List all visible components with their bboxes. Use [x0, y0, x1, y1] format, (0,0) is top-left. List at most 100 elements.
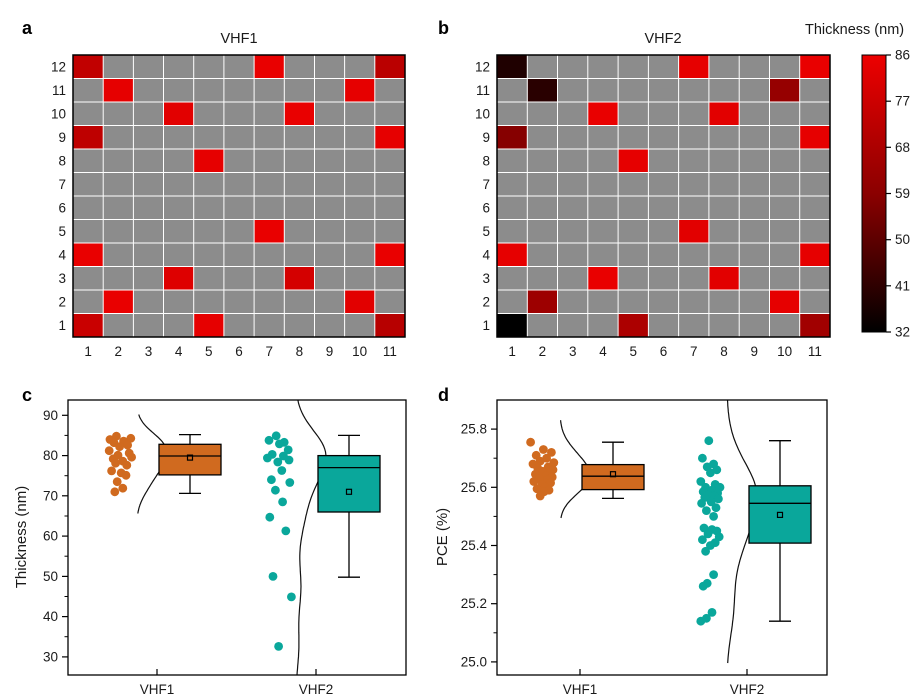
x-tick-label: 5 — [629, 344, 637, 359]
heatmap-cell — [497, 313, 528, 337]
scatter-point — [698, 535, 707, 545]
scatter-point — [696, 616, 706, 626]
heatmap-cell — [497, 55, 528, 79]
heatmap-cell — [799, 243, 830, 267]
scatter-point — [265, 512, 275, 522]
y-tick-label: 80 — [43, 448, 58, 463]
heatmap-cell — [497, 125, 528, 149]
panel-c-ylabel: Thickness (nm) — [13, 486, 30, 589]
scatter-point — [709, 570, 718, 579]
violin-curve — [296, 399, 327, 676]
panel-label-c: c — [22, 385, 32, 405]
colorbar-gradient — [861, 54, 887, 333]
scatter-point — [526, 437, 535, 447]
x-tick-label: 2 — [115, 344, 123, 359]
plot-frame — [67, 399, 407, 676]
scatter-point — [702, 506, 711, 515]
scatter-point — [271, 485, 280, 495]
heatmap-cell — [527, 78, 558, 102]
y-tick-label: 2 — [482, 294, 490, 309]
heatmap-cell — [254, 219, 285, 243]
y-tick-label: 8 — [482, 153, 490, 168]
scatter-point — [287, 592, 296, 602]
heatmap-cell — [678, 219, 709, 243]
scatter-point — [118, 483, 128, 493]
y-tick-label: 1 — [58, 318, 66, 333]
scatter-point — [112, 477, 122, 487]
scatter-point — [703, 529, 713, 539]
category-label: VHF2 — [299, 682, 334, 697]
scatter-point — [284, 455, 294, 465]
scatter-point — [123, 440, 132, 450]
x-tick-label: 2 — [539, 344, 547, 359]
scatter-point — [701, 546, 710, 556]
heatmap-cell — [73, 243, 104, 267]
panel-label-a: a — [22, 18, 33, 38]
heatmap-cell — [374, 55, 405, 79]
heatmap-cell — [103, 78, 134, 102]
scatter-point — [706, 468, 715, 478]
y-tick-label: 6 — [58, 200, 66, 215]
scatter-point — [274, 642, 283, 651]
scatter-point — [711, 503, 721, 513]
heatmap-cell — [497, 243, 528, 267]
scatter-point — [529, 477, 539, 486]
heatmap-cell — [799, 313, 830, 337]
colorbar-tick-label: 41 — [895, 278, 910, 293]
heatmap-cell — [618, 149, 649, 173]
heatmap-cell — [708, 266, 740, 290]
colorbar-tick-label: 68 — [895, 140, 910, 155]
heatmap-a-title: VHF1 — [220, 31, 257, 47]
colorbar-tick-label: 77 — [895, 94, 910, 109]
plot-frame — [496, 399, 828, 676]
y-tick-label: 5 — [58, 224, 66, 239]
x-tick-label: 6 — [235, 344, 243, 359]
x-tick-label: 3 — [569, 344, 577, 359]
heatmap-cell — [103, 290, 134, 314]
colorbar-title: Thickness (nm) — [805, 22, 904, 38]
scatter-point — [709, 512, 718, 521]
y-tick-label: 4 — [58, 247, 66, 262]
heatmap-cell — [799, 55, 830, 79]
scatter-point — [268, 572, 278, 581]
scatter-point — [547, 448, 556, 457]
y-tick-label: 25.2 — [461, 596, 487, 611]
scatter-point — [532, 484, 542, 494]
scatter-point — [535, 491, 545, 501]
y-tick-label: 60 — [43, 529, 58, 544]
y-tick-label: 12 — [51, 59, 66, 74]
scatter-point — [697, 498, 706, 508]
scatter-point — [283, 445, 293, 455]
scatter-point — [263, 453, 272, 463]
x-tick-label: 8 — [296, 344, 304, 359]
x-tick-label: 7 — [690, 344, 698, 359]
heatmap-cell — [374, 125, 405, 149]
heatmap-cell — [284, 266, 315, 290]
colorbar-tick-label: 50 — [895, 232, 910, 247]
y-tick-label: 11 — [52, 83, 66, 98]
panel-label-b: b — [438, 18, 449, 38]
category-label: VHF2 — [730, 682, 765, 697]
x-tick-label: 11 — [808, 344, 822, 359]
category-label: VHF1 — [140, 682, 175, 697]
scatter-point — [285, 478, 295, 487]
heatmap-cell — [769, 290, 800, 314]
heatmap-cell — [769, 78, 800, 102]
scatter-point — [122, 460, 132, 470]
y-tick-label: 90 — [43, 408, 58, 423]
scatter-point — [273, 457, 283, 467]
scatter-point — [110, 487, 120, 497]
y-tick-label: 9 — [482, 130, 490, 145]
y-tick-label: 7 — [58, 177, 66, 192]
y-tick-label: 25.6 — [461, 480, 487, 495]
y-tick-label: 10 — [51, 106, 66, 121]
y-tick-label: 3 — [482, 271, 490, 286]
heatmap-cell — [587, 102, 619, 126]
heatmap-cell — [374, 243, 405, 267]
scatter-point — [707, 608, 717, 617]
heatmap-cell — [73, 313, 104, 337]
heatmap-cell — [587, 266, 619, 290]
heatmap-cell — [678, 55, 709, 79]
